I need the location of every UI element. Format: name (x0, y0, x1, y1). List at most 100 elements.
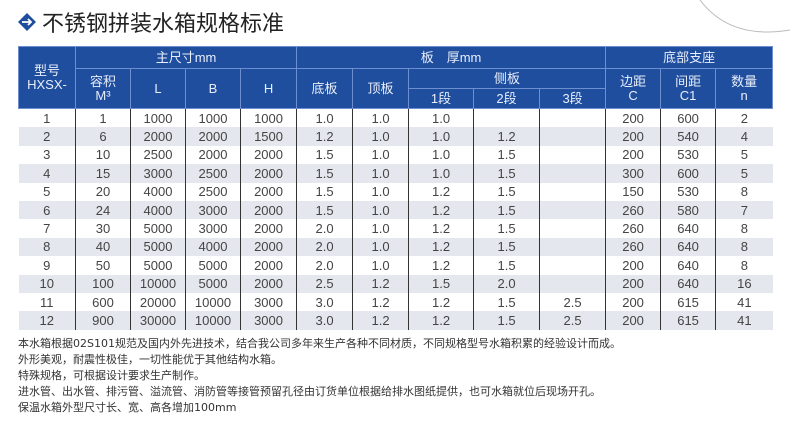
table-cell: 3000 (239, 292, 297, 312)
table-cell: 41 (715, 292, 773, 312)
table-cell: 1.2 (408, 292, 474, 312)
table-cell: 1.2 (408, 311, 474, 330)
note: 本水箱根据02S101规范及国内外先进技术，结合我公司多年来生产各种不同材质，不… (18, 337, 621, 350)
table-cell: 5000 (130, 256, 186, 275)
diamond-arrow-icon (18, 13, 36, 31)
header-count: 数量 n (715, 68, 774, 109)
table-cell: 1.5 (296, 145, 353, 165)
table-cell: 1.0 (352, 219, 409, 238)
table-cell: 600 (660, 108, 716, 128)
table-cell: 1.2 (296, 127, 353, 146)
table-cell: 5000 (185, 274, 241, 293)
decorative-curve (699, 0, 791, 33)
table-cell: 2000 (130, 127, 186, 146)
table-cell (539, 127, 606, 146)
table-cell: 640 (660, 237, 716, 257)
table-cell: 2.0 (296, 219, 353, 238)
table-cell: 2000 (239, 237, 297, 257)
table-cell: 100 (75, 274, 131, 293)
table-cell (539, 108, 606, 128)
table-cell: 10 (18, 274, 76, 293)
table-cell: 260 (605, 219, 661, 238)
table-cell: 4 (715, 127, 773, 146)
table-cell: 8 (18, 237, 76, 257)
table-cell: 10000 (130, 274, 186, 293)
table-cell: 1.0 (408, 108, 474, 128)
header-L: L (130, 68, 186, 109)
table-cell: 640 (660, 219, 716, 238)
table-cell: 10000 (185, 292, 241, 312)
table-cell: 150 (605, 182, 661, 201)
table-cell: 2000 (239, 145, 297, 165)
table-cell (539, 164, 606, 183)
table-cell: 2.5 (296, 274, 353, 293)
header-support: 底部支座 (605, 46, 774, 69)
table-cell: 1.0 (408, 164, 474, 183)
table-cell: 2000 (185, 127, 241, 146)
table-cell: 1.2 (408, 219, 474, 238)
table-cell: 2 (715, 108, 773, 128)
table-cell: 1.5 (473, 145, 540, 165)
table-cell: 2000 (239, 219, 297, 238)
table-cell: 1.5 (473, 164, 540, 183)
table-cell: 4 (18, 164, 76, 183)
table-cell: 1000 (130, 108, 186, 128)
table-cell: 8 (715, 219, 773, 238)
table-cell: 1.5 (473, 292, 540, 312)
table-cell (473, 108, 540, 128)
header-top-plate: 顶板 (352, 68, 410, 109)
table-cell: 1.0 (352, 237, 409, 257)
table-cell: 1.2 (352, 274, 409, 293)
table-cell: 2000 (239, 274, 297, 293)
table-cell: 1.0 (352, 200, 409, 220)
table-cell: 3000 (185, 219, 241, 238)
table-cell: 1.0 (408, 127, 474, 146)
table-cell: 10 (75, 145, 131, 165)
table-cell: 8 (715, 182, 773, 201)
header-H: H (239, 68, 298, 109)
table-cell: 615 (660, 292, 716, 312)
table-cell: 3000 (130, 164, 186, 183)
table-cell: 3.0 (296, 311, 353, 330)
note: 特殊规格，可根据设计要求生产制作。 (18, 369, 205, 382)
table-cell: 1500 (239, 127, 297, 146)
table-cell: 1.2 (352, 292, 409, 312)
table-cell (539, 145, 606, 165)
table-cell: 2500 (130, 145, 186, 165)
table-cell: 40 (75, 237, 131, 257)
table-cell: 530 (660, 145, 716, 165)
table-cell: 4000 (185, 237, 241, 257)
table-cell: 1 (75, 108, 131, 128)
notes: 本水箱根据02S101规范及国内外先进技术，结合我公司多年来生产各种不同材质，不… (18, 336, 621, 416)
table-cell: 200 (605, 292, 661, 312)
table-cell: 260 (605, 237, 661, 257)
table-cell: 640 (660, 256, 716, 275)
table-cell: 15 (75, 164, 131, 183)
table-cell: 2.5 (539, 292, 606, 312)
header-seg2: 2段 (473, 88, 541, 109)
header-volume: 容积 M³ (75, 68, 131, 109)
table-cell: 200 (605, 274, 661, 293)
note: 进水管、出水管、排污管、溢流管、消防管等接管预留孔径由订货单位根据给排水图纸提供… (18, 385, 601, 398)
table-cell: 200 (605, 256, 661, 275)
table-cell: 1.0 (296, 108, 353, 128)
table-cell: 2.0 (473, 274, 540, 293)
table-cell: 900 (75, 311, 131, 330)
table-cell: 12 (18, 311, 76, 330)
table-cell: 2.0 (296, 237, 353, 257)
table-cell: 5 (715, 164, 773, 183)
table-cell: 3.0 (296, 292, 353, 312)
table-cell: 5000 (185, 256, 241, 275)
table-cell: 50 (75, 256, 131, 275)
table-cell: 1.5 (408, 274, 474, 293)
table-row: 8 40 5000 4000 2000 2.0 1.0 1.2 1.5 260 640 8 (18, 237, 773, 257)
table-cell: 7 (43, 221, 51, 237)
table-cell: 1.5 (473, 311, 540, 330)
table-cell: 5 (43, 184, 51, 200)
table-cell: 7 (715, 200, 773, 220)
table-cell: 2500 (185, 182, 241, 201)
table-cell: 2000 (239, 200, 297, 220)
table-cell: 2000 (239, 256, 297, 275)
table-cell: 1.2 (408, 256, 474, 275)
table-cell: 200 (605, 311, 661, 330)
